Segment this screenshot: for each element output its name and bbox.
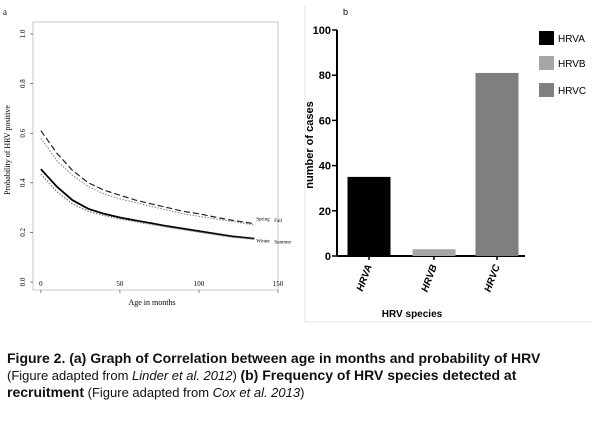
panel-b-y-tick-label: 40 xyxy=(319,161,331,173)
panel-a-y-tick-label: 0.8 xyxy=(19,79,27,88)
panel-b-bar-hrvc xyxy=(475,72,519,256)
caption-plain-1: (Figure adapted from xyxy=(7,368,133,383)
panel-b-y-tick-label: 60 xyxy=(319,115,331,127)
panel-b-bar-chart: b number of cases HRV species 0 20 40 60 80 1… xyxy=(304,6,592,323)
panel-b-y-axis-label: number of cases xyxy=(304,101,316,188)
panel-a-x-tick-label: 50 xyxy=(116,280,124,288)
panel-a-line-label-summer: Summer xyxy=(274,240,291,245)
panel-a-y-axis-label: Probability of HRV positive xyxy=(3,105,12,195)
caption-plain-3: (Figure adapted from xyxy=(84,385,213,400)
figure-caption: Figure 2. (a) Graph of Correlation betwe… xyxy=(7,350,587,401)
figure: a Probability of HRV positive Age in mon… xyxy=(3,6,592,323)
panel-a-series-summer xyxy=(40,173,255,240)
panel-a-line-label-fall: Fall xyxy=(274,219,282,224)
panel-a-y-tick-label: 0.4 xyxy=(19,178,27,187)
panel-b-bar-hrva xyxy=(347,176,391,256)
panel-b-legend-label-hrvb: HRVB xyxy=(558,59,586,70)
panel-b-x-tick-label: HRVA xyxy=(355,263,375,293)
panel-b-legend-swatch-hrvb xyxy=(539,56,554,70)
caption-plain-2: ) xyxy=(232,368,241,383)
panel-a-line-label-winter: Winter xyxy=(256,240,270,245)
caption-part-b: (b) Frequency of HRV species detected at… xyxy=(7,367,517,400)
panel-a-x-tick-label: 100 xyxy=(194,280,205,288)
panel-b-bar-hrvb xyxy=(412,249,456,256)
panel-a-plot-area xyxy=(32,21,279,291)
panel-a-x-axis-label: Age in months xyxy=(128,298,175,307)
panel-b-y-tick-label: 20 xyxy=(319,206,331,218)
panel-a-line-label-spring: Spring xyxy=(256,218,270,223)
panel-b-x-tick-label: HRVB xyxy=(420,263,440,293)
panel-b-legend-label-hrvc: HRVC xyxy=(558,86,586,97)
panel-b-y-tick-label: 0 xyxy=(325,251,331,263)
panel-b-y-tick-label: 80 xyxy=(319,70,331,82)
panel-b-x-tick-label: HRVC xyxy=(483,263,503,294)
panel-a-y-tick-label: 0.0 xyxy=(19,277,27,286)
caption-plain-4: ) xyxy=(300,385,305,400)
panel-a-series-winter xyxy=(40,168,255,240)
caption-part-a: Figure 2. (a) Graph of Correlation betwe… xyxy=(7,350,541,366)
panel-a-y-tick-label: 0.2 xyxy=(19,228,27,237)
panel-a-y-tick-label: 1.0 xyxy=(19,29,27,38)
panel-b-y-tick-label: 100 xyxy=(313,25,331,37)
panel-a-x-tick-label: 150 xyxy=(273,280,284,288)
panel-a-series-spring xyxy=(40,130,255,225)
caption-citation-1: Linder et al. 2012 xyxy=(132,368,233,383)
panel-a-series-fall xyxy=(40,137,255,226)
panel-a-x-tick-label: 0 xyxy=(39,280,43,288)
panel-b-legend-label-hrva: HRVA xyxy=(558,34,585,45)
panel-b-label: b xyxy=(343,7,348,17)
panel-b-legend-swatch-hrvc xyxy=(539,83,554,97)
panel-a-label: a xyxy=(3,7,7,17)
panel-a-y-tick-label: 0.6 xyxy=(19,128,27,137)
panel-b-x-axis-label: HRV species xyxy=(382,309,443,320)
caption-citation-2: Cox et al. 2013 xyxy=(212,385,301,400)
panel-b-legend-swatch-hrva xyxy=(539,31,554,45)
panel-a-line-chart: a Probability of HRV positive Age in mon… xyxy=(3,7,292,307)
